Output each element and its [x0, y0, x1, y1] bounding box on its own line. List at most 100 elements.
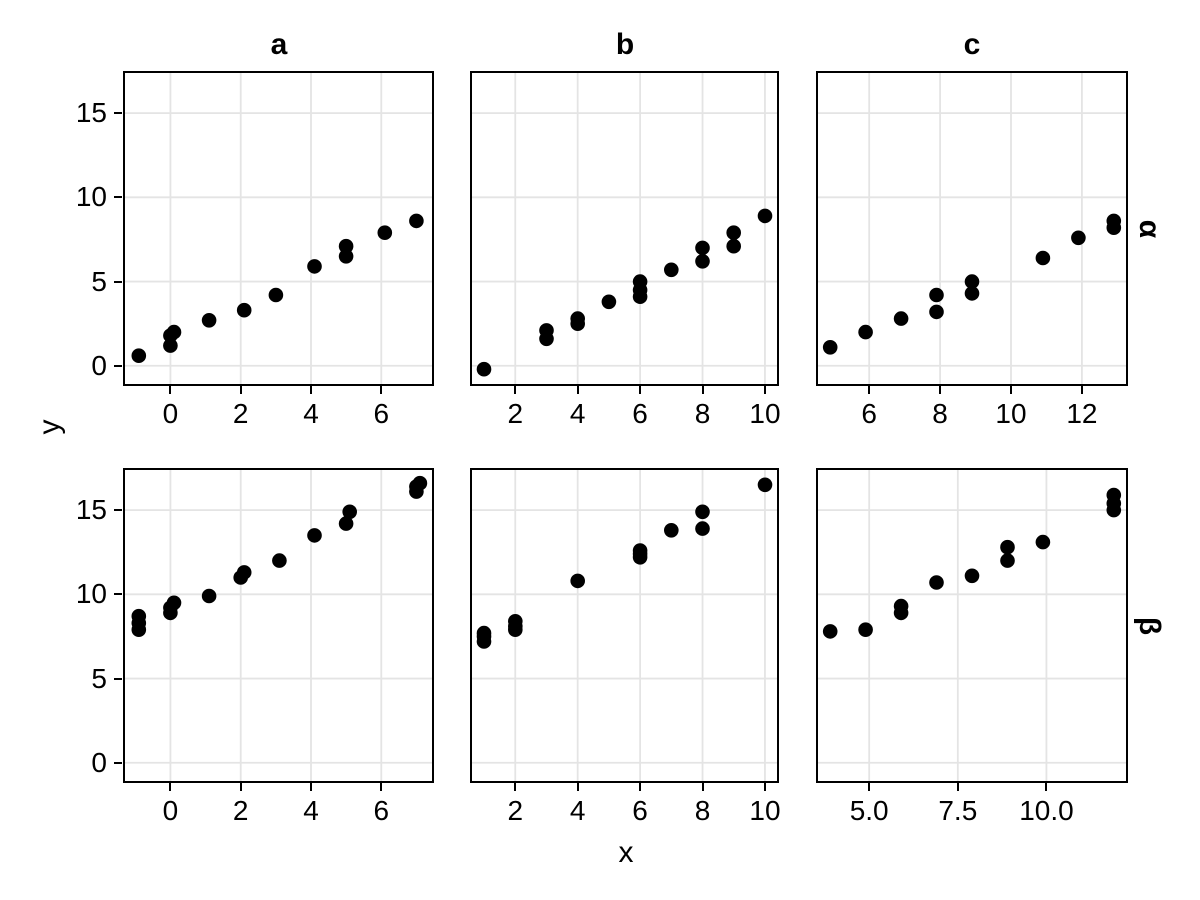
x-tick-mark: [868, 386, 871, 394]
data-point: [236, 565, 252, 580]
y-axis-title: y: [33, 419, 66, 435]
data-point: [664, 262, 679, 278]
data-point: [268, 287, 284, 303]
x-tick-mark: [239, 386, 242, 394]
data-point: [272, 553, 287, 568]
data-point: [508, 614, 523, 629]
x-tick-label: 4: [303, 795, 319, 826]
y-tick-label: 5: [91, 265, 107, 297]
data-point: [632, 543, 648, 558]
facet-plot-area: [816, 71, 1128, 386]
y-tick-label: 10: [75, 181, 107, 213]
y-tick-label: 0: [91, 746, 107, 778]
x-tick-label: 8: [694, 398, 711, 429]
x-tick-label: 0: [162, 795, 179, 826]
facet-panel-α-b: [470, 71, 779, 386]
data-point: [1035, 250, 1051, 266]
data-point: [163, 338, 178, 353]
x-tick-label: 6: [861, 398, 877, 429]
data-point: [338, 516, 354, 531]
data-point: [201, 588, 217, 604]
y-tick-label: 15: [75, 494, 107, 526]
x-tick-label: 6: [632, 398, 648, 429]
data-point: [695, 240, 710, 256]
data-point: [964, 286, 980, 301]
y-tick-mark: [114, 761, 122, 764]
data-point: [757, 208, 773, 224]
row-facet-label-alpha: α: [1133, 219, 1166, 239]
data-point: [695, 254, 710, 269]
x-tick-label: 10: [995, 398, 1027, 429]
x-tick-label: 8: [932, 398, 948, 429]
x-tick-mark: [701, 386, 704, 394]
data-point: [338, 249, 354, 264]
facet-panel-α-c: [816, 71, 1128, 386]
data-point: [539, 323, 554, 338]
x-tick-mark: [169, 386, 172, 394]
x-tick-label: 10: [749, 795, 781, 826]
x-tick-label: 0: [162, 398, 179, 429]
x-tick-label: 6: [632, 795, 648, 826]
x-tick-mark: [514, 783, 517, 791]
data-point: [964, 274, 980, 289]
facet-plot-area: [470, 71, 779, 386]
x-tick-label: 10.0: [1019, 795, 1074, 826]
x-tick-mark: [310, 783, 312, 791]
y-tick-mark: [114, 196, 122, 199]
x-tick-label: 2: [232, 795, 249, 826]
y-tick-label: 0: [91, 349, 107, 381]
data-point: [131, 348, 147, 364]
y-tick-mark: [114, 677, 122, 680]
data-point: [377, 225, 393, 240]
data-point: [307, 259, 322, 274]
y-tick-mark: [114, 112, 122, 115]
data-point: [695, 504, 710, 520]
x-tick-mark: [1045, 783, 1048, 791]
data-point: [1000, 553, 1015, 568]
data-point: [726, 238, 741, 254]
x-tick-mark: [639, 783, 642, 791]
panel-border: [123, 71, 434, 386]
y-tick-label: 10: [75, 578, 107, 610]
data-point: [858, 622, 873, 637]
data-point: [822, 340, 838, 355]
x-tick-mark: [939, 386, 942, 394]
x-tick-mark: [763, 386, 766, 394]
x-tick-mark: [576, 783, 579, 791]
x-tick-mark: [380, 386, 383, 394]
data-point: [409, 213, 424, 229]
x-tick-mark: [868, 783, 871, 791]
data-point: [893, 598, 909, 614]
column-facet-label-c: c: [963, 28, 981, 61]
data-point: [929, 287, 944, 303]
data-point: [893, 311, 909, 326]
x-tick-label: 4: [569, 795, 586, 826]
data-point: [964, 568, 980, 584]
data-point: [726, 225, 741, 240]
data-point: [1071, 230, 1086, 246]
facet-panel-β-b: [470, 468, 779, 783]
facet-plot-area: [470, 468, 779, 783]
x-tick-mark: [576, 386, 579, 394]
x-tick-label: 10: [749, 398, 781, 429]
data-point: [570, 311, 585, 326]
facet-panel-α-a: [123, 71, 434, 386]
data-point: [201, 313, 217, 328]
x-tick-mark: [639, 386, 642, 394]
data-point: [476, 361, 492, 377]
x-tick-label: 4: [569, 398, 586, 429]
facet-plot-area: [123, 71, 434, 386]
panel-border: [123, 468, 434, 783]
data-point: [412, 475, 428, 491]
data-point: [822, 624, 838, 639]
x-tick-label: 2: [507, 795, 524, 826]
x-tick-label: 12: [1066, 398, 1098, 429]
data-point: [929, 575, 944, 590]
facet-plot-area: [816, 468, 1128, 783]
x-tick-label: 2: [232, 398, 249, 429]
y-tick-label: 5: [91, 662, 107, 694]
data-point: [858, 324, 873, 340]
x-tick-mark: [169, 783, 172, 791]
row-facet-label-beta: β: [1133, 616, 1166, 636]
